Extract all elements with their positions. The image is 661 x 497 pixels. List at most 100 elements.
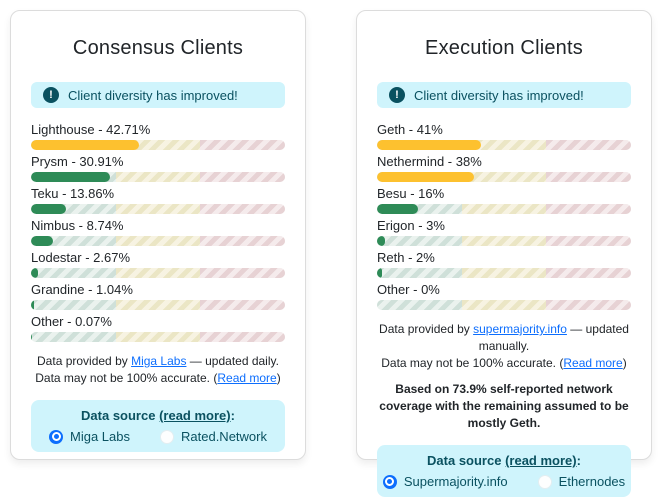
supermajority-link[interactable]: supermajority.info	[473, 322, 567, 336]
radio-option-miga-labs[interactable]: Miga Labs	[49, 429, 130, 444]
bar-label: Nethermind - 38%	[377, 154, 631, 169]
safe-zone	[31, 332, 116, 342]
attribution-text: Data may not be 100% accurate. (	[381, 356, 563, 370]
danger-zone	[546, 204, 631, 214]
read-more-link[interactable]: Read more	[563, 356, 622, 370]
safe-zone	[31, 268, 116, 278]
bar-track	[377, 204, 631, 214]
danger-zone	[546, 140, 631, 150]
safe-zone	[377, 300, 462, 310]
radio-label: Supermajority.info	[404, 474, 508, 489]
bar-fill	[377, 268, 382, 278]
bar-row-nethermind: Nethermind - 38%	[377, 154, 631, 182]
bar-track	[377, 172, 631, 182]
attribution-text: )	[623, 356, 627, 370]
radio-option-rated-network[interactable]: Rated.Network	[160, 429, 267, 444]
client-bars-list: Lighthouse - 42.71% Prysm - 30.91%	[31, 122, 285, 346]
radio-button[interactable]	[160, 430, 174, 444]
radio-button[interactable]	[383, 475, 397, 489]
data-source-heading: Data source (read more):	[41, 407, 275, 425]
page-title: Consensus Clients	[31, 37, 285, 60]
radio-label: Miga Labs	[70, 429, 130, 444]
data-source-panel: Data source (read more): Supermajority.i…	[377, 445, 631, 497]
danger-zone	[546, 300, 631, 310]
bar-fill	[377, 172, 474, 182]
client-diversity-page: Consensus Clients ! Client diversity has…	[0, 0, 661, 474]
radio-option-ethernodes[interactable]: Ethernodes	[538, 474, 626, 489]
warn-zone	[116, 236, 201, 246]
data-source-heading-text: Data source	[427, 453, 505, 468]
miga-labs-link[interactable]: Miga Labs	[131, 354, 186, 368]
danger-zone	[200, 204, 285, 214]
data-source-heading-text: :	[231, 408, 235, 423]
bar-track	[31, 204, 285, 214]
bar-fill	[31, 236, 53, 246]
bar-row-grandine: Grandine - 1.04%	[31, 282, 285, 310]
bar-fill	[377, 140, 481, 150]
bar-label: Nimbus - 8.74%	[31, 218, 285, 233]
danger-zone	[546, 268, 631, 278]
warn-zone	[116, 172, 201, 182]
bar-row-geth: Geth - 41%	[377, 122, 631, 150]
bar-row-other: Other - 0%	[377, 282, 631, 310]
radio-label: Rated.Network	[181, 429, 267, 444]
safe-zone	[377, 268, 462, 278]
safe-zone	[31, 300, 116, 310]
warn-zone	[462, 236, 547, 246]
consensus-clients-card: Consensus Clients ! Client diversity has…	[10, 10, 306, 460]
bar-label: Other - 0.07%	[31, 314, 285, 329]
alert-text: Client diversity has improved!	[68, 88, 238, 103]
radio-button[interactable]	[49, 430, 63, 444]
attribution-line-2: Data may not be 100% accurate. (Read mor…	[377, 355, 631, 372]
read-more-link[interactable]: Read more	[217, 371, 276, 385]
safe-zone	[377, 236, 462, 246]
bar-row-prysm: Prysm - 30.91%	[31, 154, 285, 182]
data-source-read-more-link[interactable]: (read more)	[159, 408, 231, 423]
bar-track	[377, 140, 631, 150]
bar-label: Besu - 16%	[377, 186, 631, 201]
bar-row-lighthouse: Lighthouse - 42.71%	[31, 122, 285, 150]
attribution-text: )	[277, 371, 281, 385]
bar-label: Other - 0%	[377, 282, 631, 297]
danger-zone	[546, 236, 631, 246]
bar-track	[31, 332, 285, 342]
bar-label: Lighthouse - 42.71%	[31, 122, 285, 137]
bar-track	[31, 140, 285, 150]
warn-zone	[462, 300, 547, 310]
radio-option-supermajority[interactable]: Supermajority.info	[383, 474, 508, 489]
attribution-line-1: Data provided by Miga Labs — updated dai…	[31, 353, 285, 370]
data-source-heading: Data source (read more):	[387, 452, 621, 470]
bar-label: Teku - 13.86%	[31, 186, 285, 201]
exclamation-circle-icon: !	[389, 87, 405, 103]
danger-zone	[200, 236, 285, 246]
bar-fill	[31, 140, 139, 150]
data-source-options: Miga Labs Rated.Network	[41, 429, 275, 444]
bar-label: Geth - 41%	[377, 122, 631, 137]
bar-row-besu: Besu - 16%	[377, 186, 631, 214]
data-source-panel: Data source (read more): Miga Labs Rated…	[31, 400, 285, 452]
bar-track	[377, 300, 631, 310]
danger-zone	[200, 140, 285, 150]
radio-button[interactable]	[538, 475, 552, 489]
execution-clients-card: Execution Clients ! Client diversity has…	[356, 10, 652, 460]
warn-zone	[116, 300, 201, 310]
bar-fill	[31, 172, 110, 182]
danger-zone	[200, 268, 285, 278]
data-source-read-more-link[interactable]: (read more)	[505, 453, 577, 468]
attribution-text: Data may not be 100% accurate. (	[35, 371, 217, 385]
bar-row-erigon: Erigon - 3%	[377, 218, 631, 246]
bar-row-lodestar: Lodestar - 2.67%	[31, 250, 285, 278]
bar-label: Reth - 2%	[377, 250, 631, 265]
bar-track	[31, 300, 285, 310]
danger-zone	[200, 332, 285, 342]
bar-track	[31, 172, 285, 182]
warn-zone	[462, 268, 547, 278]
bar-row-reth: Reth - 2%	[377, 250, 631, 278]
warn-zone	[116, 268, 201, 278]
warn-zone	[116, 332, 201, 342]
attribution-text: — updated daily.	[186, 354, 279, 368]
alert-text: Client diversity has improved!	[414, 88, 584, 103]
page-title: Execution Clients	[377, 37, 631, 60]
bar-label: Lodestar - 2.67%	[31, 250, 285, 265]
diversity-alert-banner: ! Client diversity has improved!	[377, 82, 631, 108]
